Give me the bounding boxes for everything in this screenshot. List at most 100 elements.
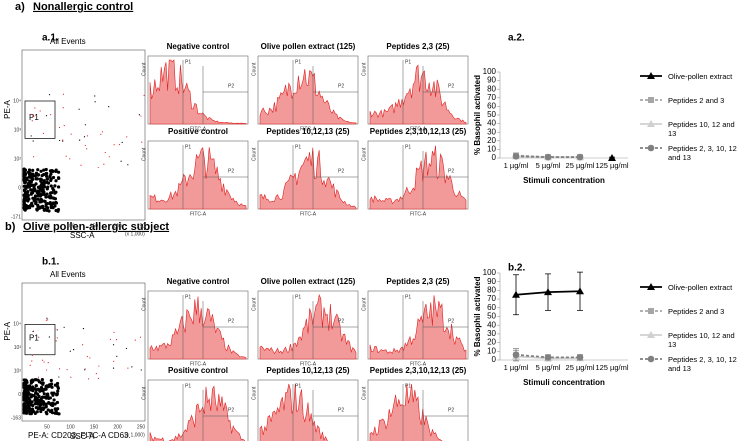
event-dot [31, 177, 35, 182]
event-dot [39, 409, 43, 414]
histogram-title: Positive control [168, 127, 228, 136]
event-dot [24, 411, 29, 415]
event-dot [24, 387, 28, 391]
event-dot [94, 95, 96, 97]
scatter-x-tick: 250 [137, 424, 146, 430]
histogram-y-label: Count [141, 297, 147, 311]
event-dot [23, 392, 28, 396]
event-dot [42, 192, 46, 197]
scatter-x-tick: 100 [66, 424, 75, 430]
event-dot [34, 388, 38, 392]
legend-marker [647, 355, 655, 363]
event-dot [81, 344, 84, 346]
event-dot [44, 404, 48, 408]
event-dot [108, 156, 110, 158]
x-tick-label-box: 125 µg/ml [595, 161, 628, 170]
event-dot [27, 175, 32, 179]
histogram-title: Negative control [167, 277, 230, 286]
gate-label: P2 [228, 318, 234, 324]
data-point [576, 153, 584, 161]
event-dot [34, 201, 38, 206]
legend-label-box: Peptides 10, 12 and 13 [668, 120, 735, 138]
panel-label: b.2. [508, 263, 525, 274]
y-tick-label: 60 [487, 303, 496, 312]
event-dot [30, 388, 34, 392]
event-dot [52, 391, 56, 395]
event-dot [47, 209, 51, 213]
event-dot [70, 133, 72, 135]
section-heading: Nonallergic control [33, 1, 133, 13]
event-dot [69, 350, 71, 352]
event-dot [42, 208, 46, 212]
event-dot [27, 182, 31, 186]
event-dot [140, 115, 142, 117]
legend-marker [647, 283, 655, 290]
event-dot [56, 329, 58, 331]
gate-label: P1 [295, 59, 301, 65]
event-dot [139, 336, 142, 338]
event-dot [43, 361, 45, 363]
event-dot [97, 166, 99, 169]
event-dot [48, 409, 53, 414]
event-dot [118, 143, 121, 146]
gate-label: P2 [228, 168, 234, 174]
event-dot [103, 163, 105, 165]
event-dot [26, 197, 30, 201]
event-dot [83, 136, 86, 138]
scatter-title: All Events [50, 37, 86, 46]
event-dot [48, 94, 51, 96]
y-tick-label: 80 [487, 84, 496, 93]
footnote: PE-A: CD203, FITC-A CD63. [28, 431, 131, 440]
legend-label-box: Peptides 10, 12 and 13 [668, 331, 735, 349]
gate-label: P1 [295, 383, 301, 389]
x-tick-label-box: 25 µg/ml [566, 363, 595, 372]
event-dot [113, 331, 115, 333]
x-tick-label-box: 1 µg/ml [504, 363, 529, 372]
gate-label: P2 [448, 83, 454, 89]
histogram-x-label: FITC-A [410, 126, 427, 132]
event-dot [84, 369, 86, 371]
event-dot [39, 110, 41, 112]
event-dot [48, 336, 50, 338]
y-axis-label: % Basophil activated [473, 276, 482, 356]
event-dot [39, 397, 43, 401]
legend-label: Peptides 10, 12 and 13 [668, 120, 735, 138]
scatter-x-tick: 200 [113, 223, 122, 229]
scatter-x-tick: 150 [90, 424, 99, 430]
y-tick-label: 50 [487, 312, 496, 321]
event-dot [63, 326, 65, 328]
event-dot [27, 406, 31, 410]
y-tick-label: 90 [487, 76, 496, 85]
event-dot [34, 400, 38, 405]
data-point [608, 154, 616, 161]
histogram-area [259, 147, 357, 210]
event-dot [62, 107, 64, 109]
y-tick-label: 50 [487, 110, 496, 119]
event-dot [31, 204, 35, 208]
event-dot [54, 200, 58, 205]
event-dot [45, 319, 48, 321]
x-tick-label: 1 µg/ml [503, 161, 529, 170]
histogram-title: Peptides 2,3,10,12,13 (25) [370, 127, 467, 136]
event-dot [47, 401, 51, 405]
histogram-y-label: Count [361, 62, 367, 76]
event-dot [86, 148, 88, 150]
event-dot [22, 198, 26, 202]
event-dot [27, 401, 31, 405]
event-dot [53, 191, 57, 195]
legend-label-box: Olive-pollen extract [668, 72, 732, 81]
gate [24, 100, 56, 139]
event-dot [121, 141, 123, 144]
event-dot [32, 140, 34, 142]
y-tick-label: 20 [487, 338, 496, 347]
event-dot [22, 177, 26, 181]
event-dot [62, 140, 64, 142]
event-dot [53, 402, 57, 406]
event-dot [47, 362, 49, 364]
section-letter: a) [15, 1, 25, 13]
histogram-y-label: Count [141, 62, 147, 76]
event-dot [120, 160, 122, 162]
event-dot [34, 171, 39, 175]
gate-label: P2 [228, 407, 234, 413]
